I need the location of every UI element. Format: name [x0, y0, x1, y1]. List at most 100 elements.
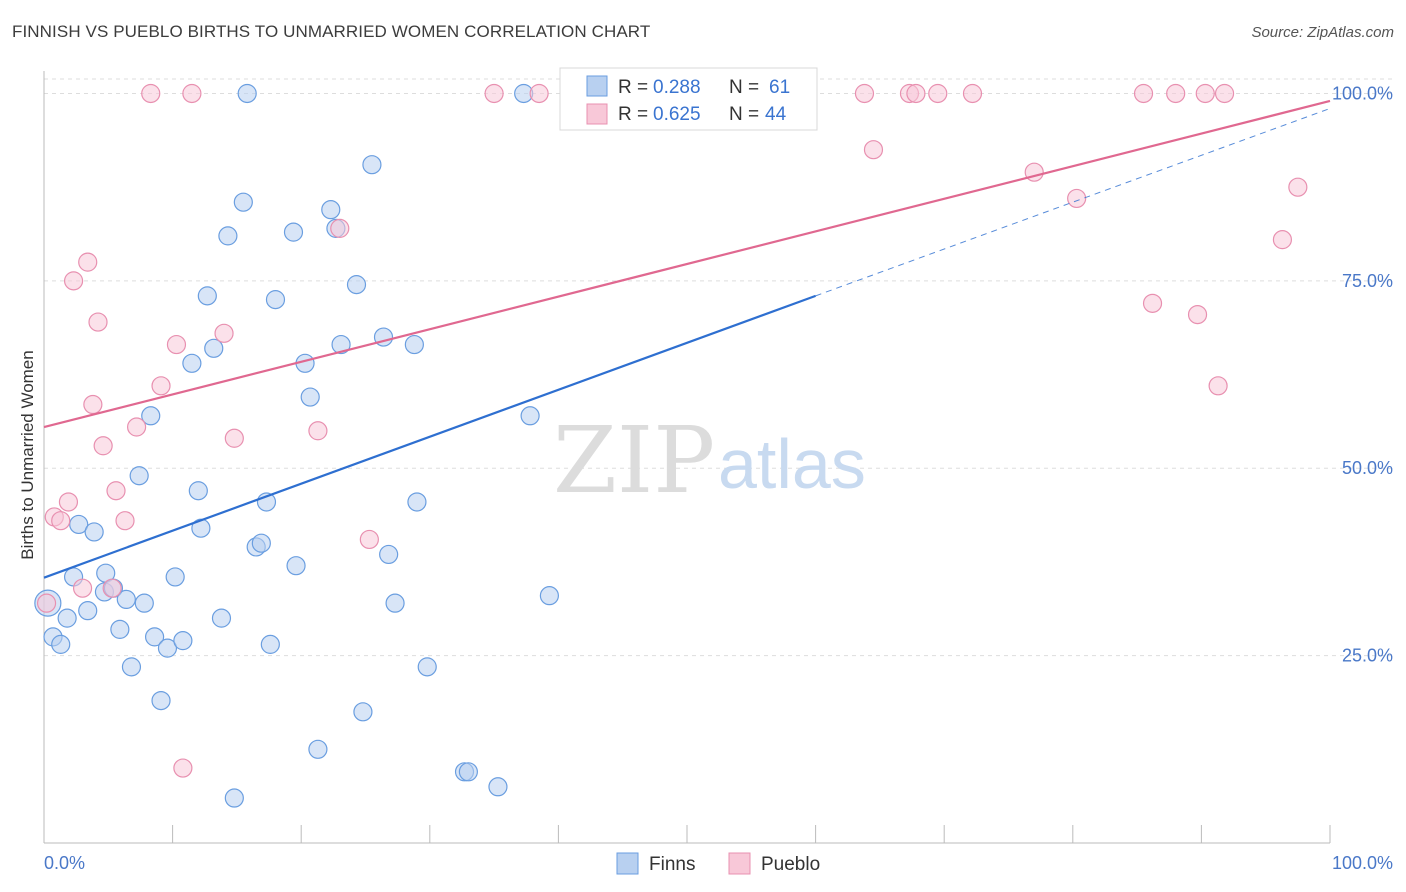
finns-point	[353, 702, 373, 722]
finns-point	[286, 556, 306, 576]
finns-point	[308, 739, 328, 759]
finns-point	[51, 634, 71, 654]
finns-point	[346, 275, 367, 295]
pueblo-point	[359, 529, 379, 550]
legend-finns-n-value: 61	[769, 77, 790, 98]
pueblo-point	[166, 334, 187, 355]
pueblo-point	[962, 83, 983, 104]
legend-finns-r-value: 0.288	[653, 77, 701, 98]
y-tick-label-75: 75.0%	[1342, 271, 1393, 291]
legend-swatch-finns	[586, 75, 608, 97]
pueblo-point	[214, 323, 234, 343]
finns-point	[110, 619, 130, 639]
pueblo-point	[173, 758, 193, 778]
finns-point	[407, 492, 427, 512]
pueblo-point	[1187, 304, 1208, 325]
pueblo-point	[224, 428, 244, 448]
chart-title: FINNISH VS PUEBLO BIRTHS TO UNMARRIED WO…	[12, 22, 651, 41]
pueblo-point	[83, 394, 103, 415]
legend-finns-r-label: R =	[618, 77, 648, 98]
finns-trend-line	[43, 294, 816, 579]
finns-point	[260, 634, 280, 654]
finns-point	[488, 777, 508, 797]
pueblo-point	[88, 312, 108, 332]
legend-pueblo-n-value: 44	[765, 104, 787, 125]
bottom-legend: Finns Pueblo	[616, 852, 820, 875]
finns-points	[34, 83, 794, 808]
legend: R = 0.288 N = 61 R = 0.625 N = 44	[559, 67, 818, 131]
finns-point	[385, 593, 405, 613]
pueblo-point	[182, 83, 202, 104]
finns-point	[331, 334, 351, 355]
pueblo-point	[141, 83, 161, 104]
pueblo-point	[93, 436, 113, 456]
finns-point	[224, 788, 244, 808]
pueblo-point	[529, 83, 549, 104]
pueblo-point	[126, 417, 147, 437]
finns-point	[204, 338, 224, 358]
pueblo-point	[51, 511, 71, 531]
finns-point	[78, 601, 98, 621]
finns-point	[84, 522, 104, 542]
finns-point	[173, 631, 193, 651]
finns-point	[116, 589, 136, 610]
finns-point	[182, 353, 202, 373]
y-tick-labels: 25.0% 50.0% 75.0% 100.0%	[1332, 83, 1393, 665]
pueblo-point	[863, 140, 884, 160]
pueblo-point	[1272, 230, 1293, 250]
pueblo-point	[854, 83, 875, 104]
finns-point	[520, 406, 540, 426]
grid-lines	[44, 78, 1393, 657]
x-tick-label-max: 100.0%	[1332, 853, 1393, 873]
pueblo-point	[1142, 293, 1163, 313]
finns-trend-extension	[815, 108, 1331, 297]
finns-point	[151, 690, 171, 711]
pueblo-point	[58, 492, 79, 512]
pueblo-point	[1133, 83, 1154, 104]
pueblo-point	[1166, 83, 1186, 104]
pueblo-point	[928, 83, 948, 104]
pueblo-point	[1288, 177, 1308, 197]
finns-point	[57, 608, 77, 628]
finns-point	[417, 657, 437, 677]
pueblo-point	[36, 593, 57, 613]
trend-lines	[43, 99, 1331, 579]
finns-point	[157, 638, 178, 658]
bottom-legend-pueblo: Pueblo	[761, 854, 820, 875]
legend-pueblo-r-label: R =	[618, 104, 648, 125]
source-label: Source: ZipAtlas.com	[1251, 24, 1394, 41]
pueblo-point	[484, 83, 504, 104]
finns-point	[283, 222, 304, 242]
finns-point	[237, 83, 257, 104]
finns-point	[144, 627, 165, 647]
finns-point	[379, 544, 399, 565]
pueblo-point	[115, 511, 135, 531]
bottom-legend-swatch-finns	[616, 852, 639, 875]
finns-point	[134, 593, 154, 613]
legend-pueblo-n-label: N =	[729, 104, 759, 125]
watermark: ZIP atlas	[553, 407, 866, 514]
pueblo-point	[106, 481, 126, 501]
finns-point	[197, 286, 217, 306]
finns-point	[321, 200, 341, 220]
finns-point	[218, 226, 238, 246]
pueblo-trend-line	[43, 99, 1331, 429]
finns-point	[165, 567, 185, 587]
finns-point	[129, 466, 149, 486]
y-axis-label: Births to Unmarried Women	[18, 350, 37, 559]
finns-point	[265, 290, 286, 310]
pueblo-point	[1067, 188, 1087, 209]
y-tick-label-50: 50.0%	[1342, 458, 1393, 478]
bottom-legend-swatch-pueblo	[728, 852, 751, 875]
legend-finns-n-label: N =	[729, 77, 759, 98]
pueblo-point	[906, 83, 926, 104]
y-tick-label-100: 100.0%	[1332, 83, 1393, 103]
x-tick-labels: 0.0% 100.0%	[44, 853, 1393, 873]
watermark-atlas: atlas	[718, 425, 866, 503]
bottom-legend-finns: Finns	[649, 854, 695, 875]
finns-point	[141, 406, 161, 426]
pueblo-point	[330, 218, 350, 238]
finns-point	[362, 155, 382, 175]
finns-point	[458, 762, 478, 782]
